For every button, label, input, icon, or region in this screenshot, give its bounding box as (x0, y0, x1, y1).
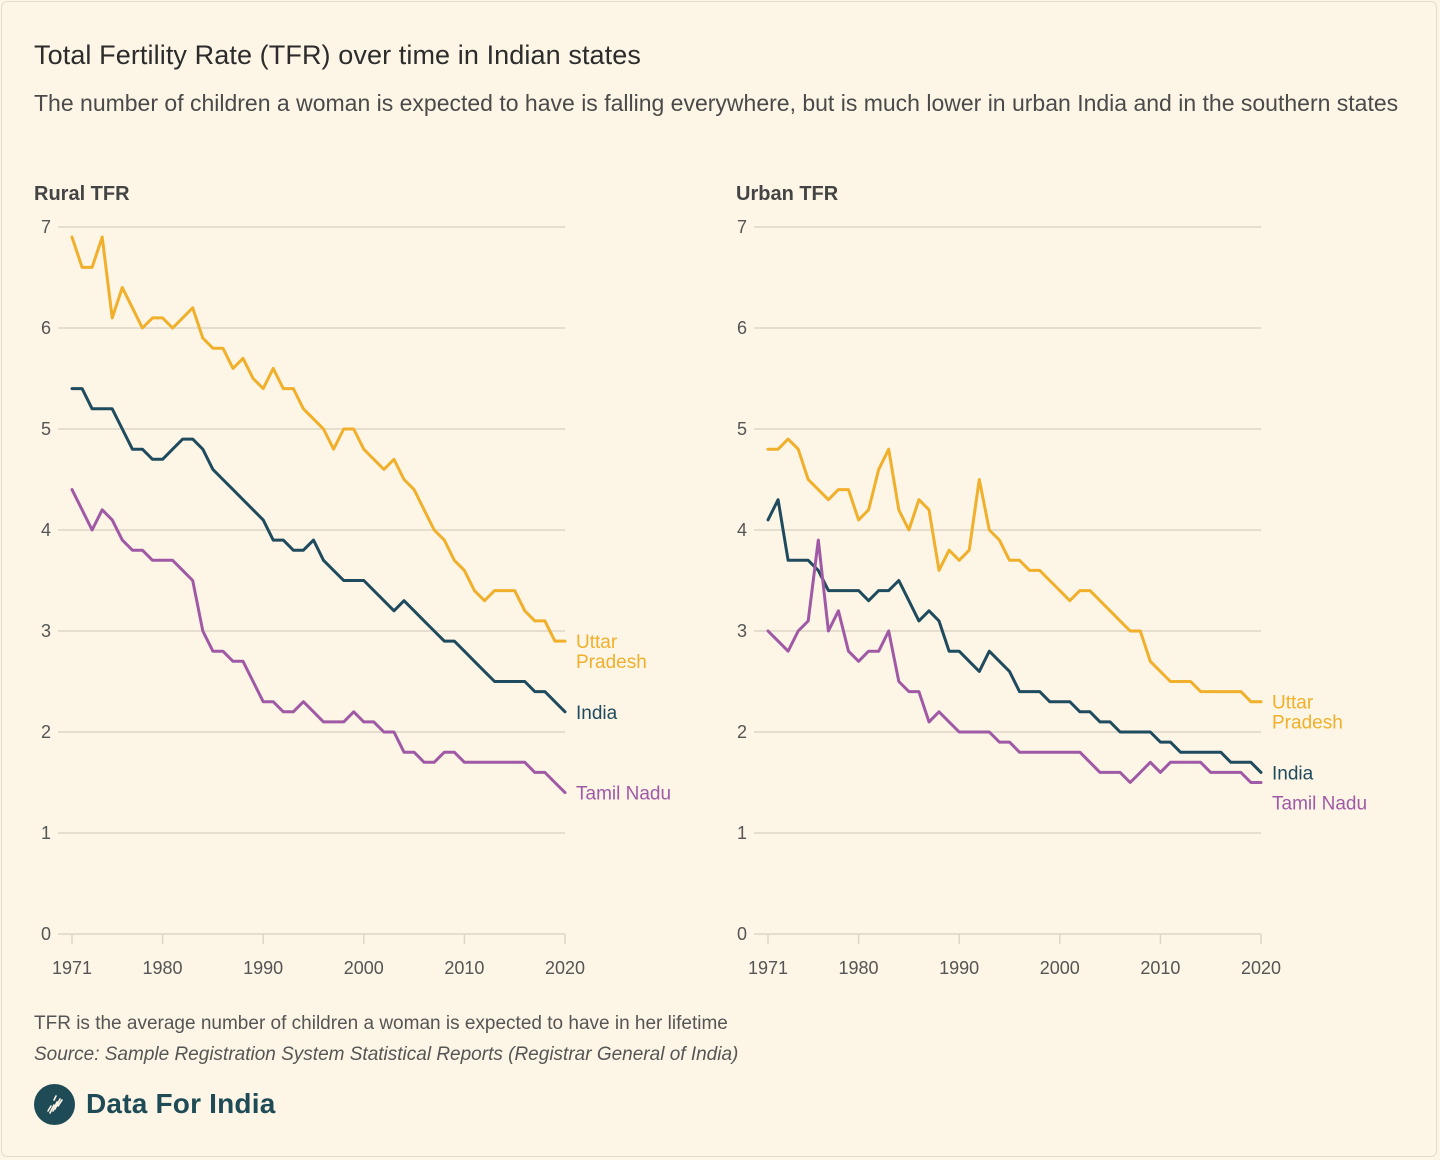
urban-tfr-india-label: India (1272, 763, 1314, 784)
urban-tfr-x-tick-label: 1990 (939, 958, 979, 978)
rural-tfr-india-label: India (576, 703, 618, 724)
urban-tfr-y-tick-label: 3 (737, 621, 747, 641)
urban-tfr-y-tick-label: 0 (737, 924, 747, 944)
rural-tfr-x-tick-label: 2010 (444, 958, 484, 978)
urban-tfr-y-tick-label: 1 (737, 823, 747, 843)
rural-tfr-y-tick-label: 6 (41, 318, 51, 338)
urban-tfr-x-tick-label: 2010 (1140, 958, 1180, 978)
rural-tfr-uttar-pradesh-label: Uttar Pradesh (576, 632, 647, 673)
rural-tfr-x-tick-label: 2000 (344, 958, 384, 978)
rural-tfr-x-tick-label: 1980 (143, 958, 183, 978)
rural-tfr-y-tick-label: 3 (41, 621, 51, 641)
urban-tfr-x-tick-label: 2020 (1241, 958, 1281, 978)
urban-tfr-y-tick-label: 5 (737, 419, 747, 439)
rural-tfr-y-tick-label: 4 (41, 520, 51, 540)
urban-tfr-uttar-pradesh-label: Uttar Pradesh (1272, 693, 1343, 734)
rural-tfr-y-tick-label: 2 (41, 722, 51, 742)
rural-tfr-panel-title: Rural TFR (34, 183, 130, 205)
rural-tfr-x-tick-label: 1971 (52, 958, 92, 978)
urban-tfr-panel-title: Urban TFR (736, 183, 839, 205)
urban-tfr-x-tick-label: 1971 (748, 958, 788, 978)
chart-subtitle: The number of children a woman is expect… (34, 90, 1399, 116)
chart-title: Total Fertility Rate (TFR) over time in … (34, 40, 641, 70)
urban-tfr-y-tick-label: 6 (737, 318, 747, 338)
rural-tfr-x-tick-label: 1990 (243, 958, 283, 978)
urban-tfr-uttar-pradesh-line (766, 437, 1263, 704)
footnote: TFR is the average number of children a … (34, 1013, 728, 1034)
urban-tfr-x-tick-label: 2000 (1040, 958, 1080, 978)
brand-name: Data For India (86, 1088, 276, 1119)
rural-tfr-y-tick-label: 5 (41, 419, 51, 439)
brand[interactable]: Data For India (34, 1083, 276, 1125)
urban-tfr-y-tick-label: 4 (737, 520, 747, 540)
rural-tfr-y-tick-label: 1 (41, 823, 51, 843)
rural-tfr-x-tick-label: 2020 (545, 958, 585, 978)
urban-tfr-india-line (766, 498, 1263, 774)
urban-tfr-y-tick-label: 7 (737, 217, 747, 237)
urban-tfr-tamil-nadu-label: Tamil Nadu (1272, 793, 1367, 814)
rural-tfr-india-line (70, 387, 567, 714)
source-note: Source: Sample Registration System Stati… (34, 1044, 739, 1065)
rural-tfr-tamil-nadu-label: Tamil Nadu (576, 784, 671, 805)
urban-tfr-y-tick-label: 2 (737, 722, 747, 742)
rural-tfr-y-tick-label: 7 (41, 217, 51, 237)
urban-tfr-tamil-nadu-line (766, 538, 1263, 784)
rural-tfr-uttar-pradesh-line (70, 235, 567, 643)
data-for-india-logo-icon (34, 1083, 75, 1125)
rural-tfr-tamil-nadu-line (70, 488, 567, 795)
rural-tfr-y-tick-label: 0 (41, 924, 51, 944)
urban-tfr-x-tick-label: 1980 (839, 958, 879, 978)
